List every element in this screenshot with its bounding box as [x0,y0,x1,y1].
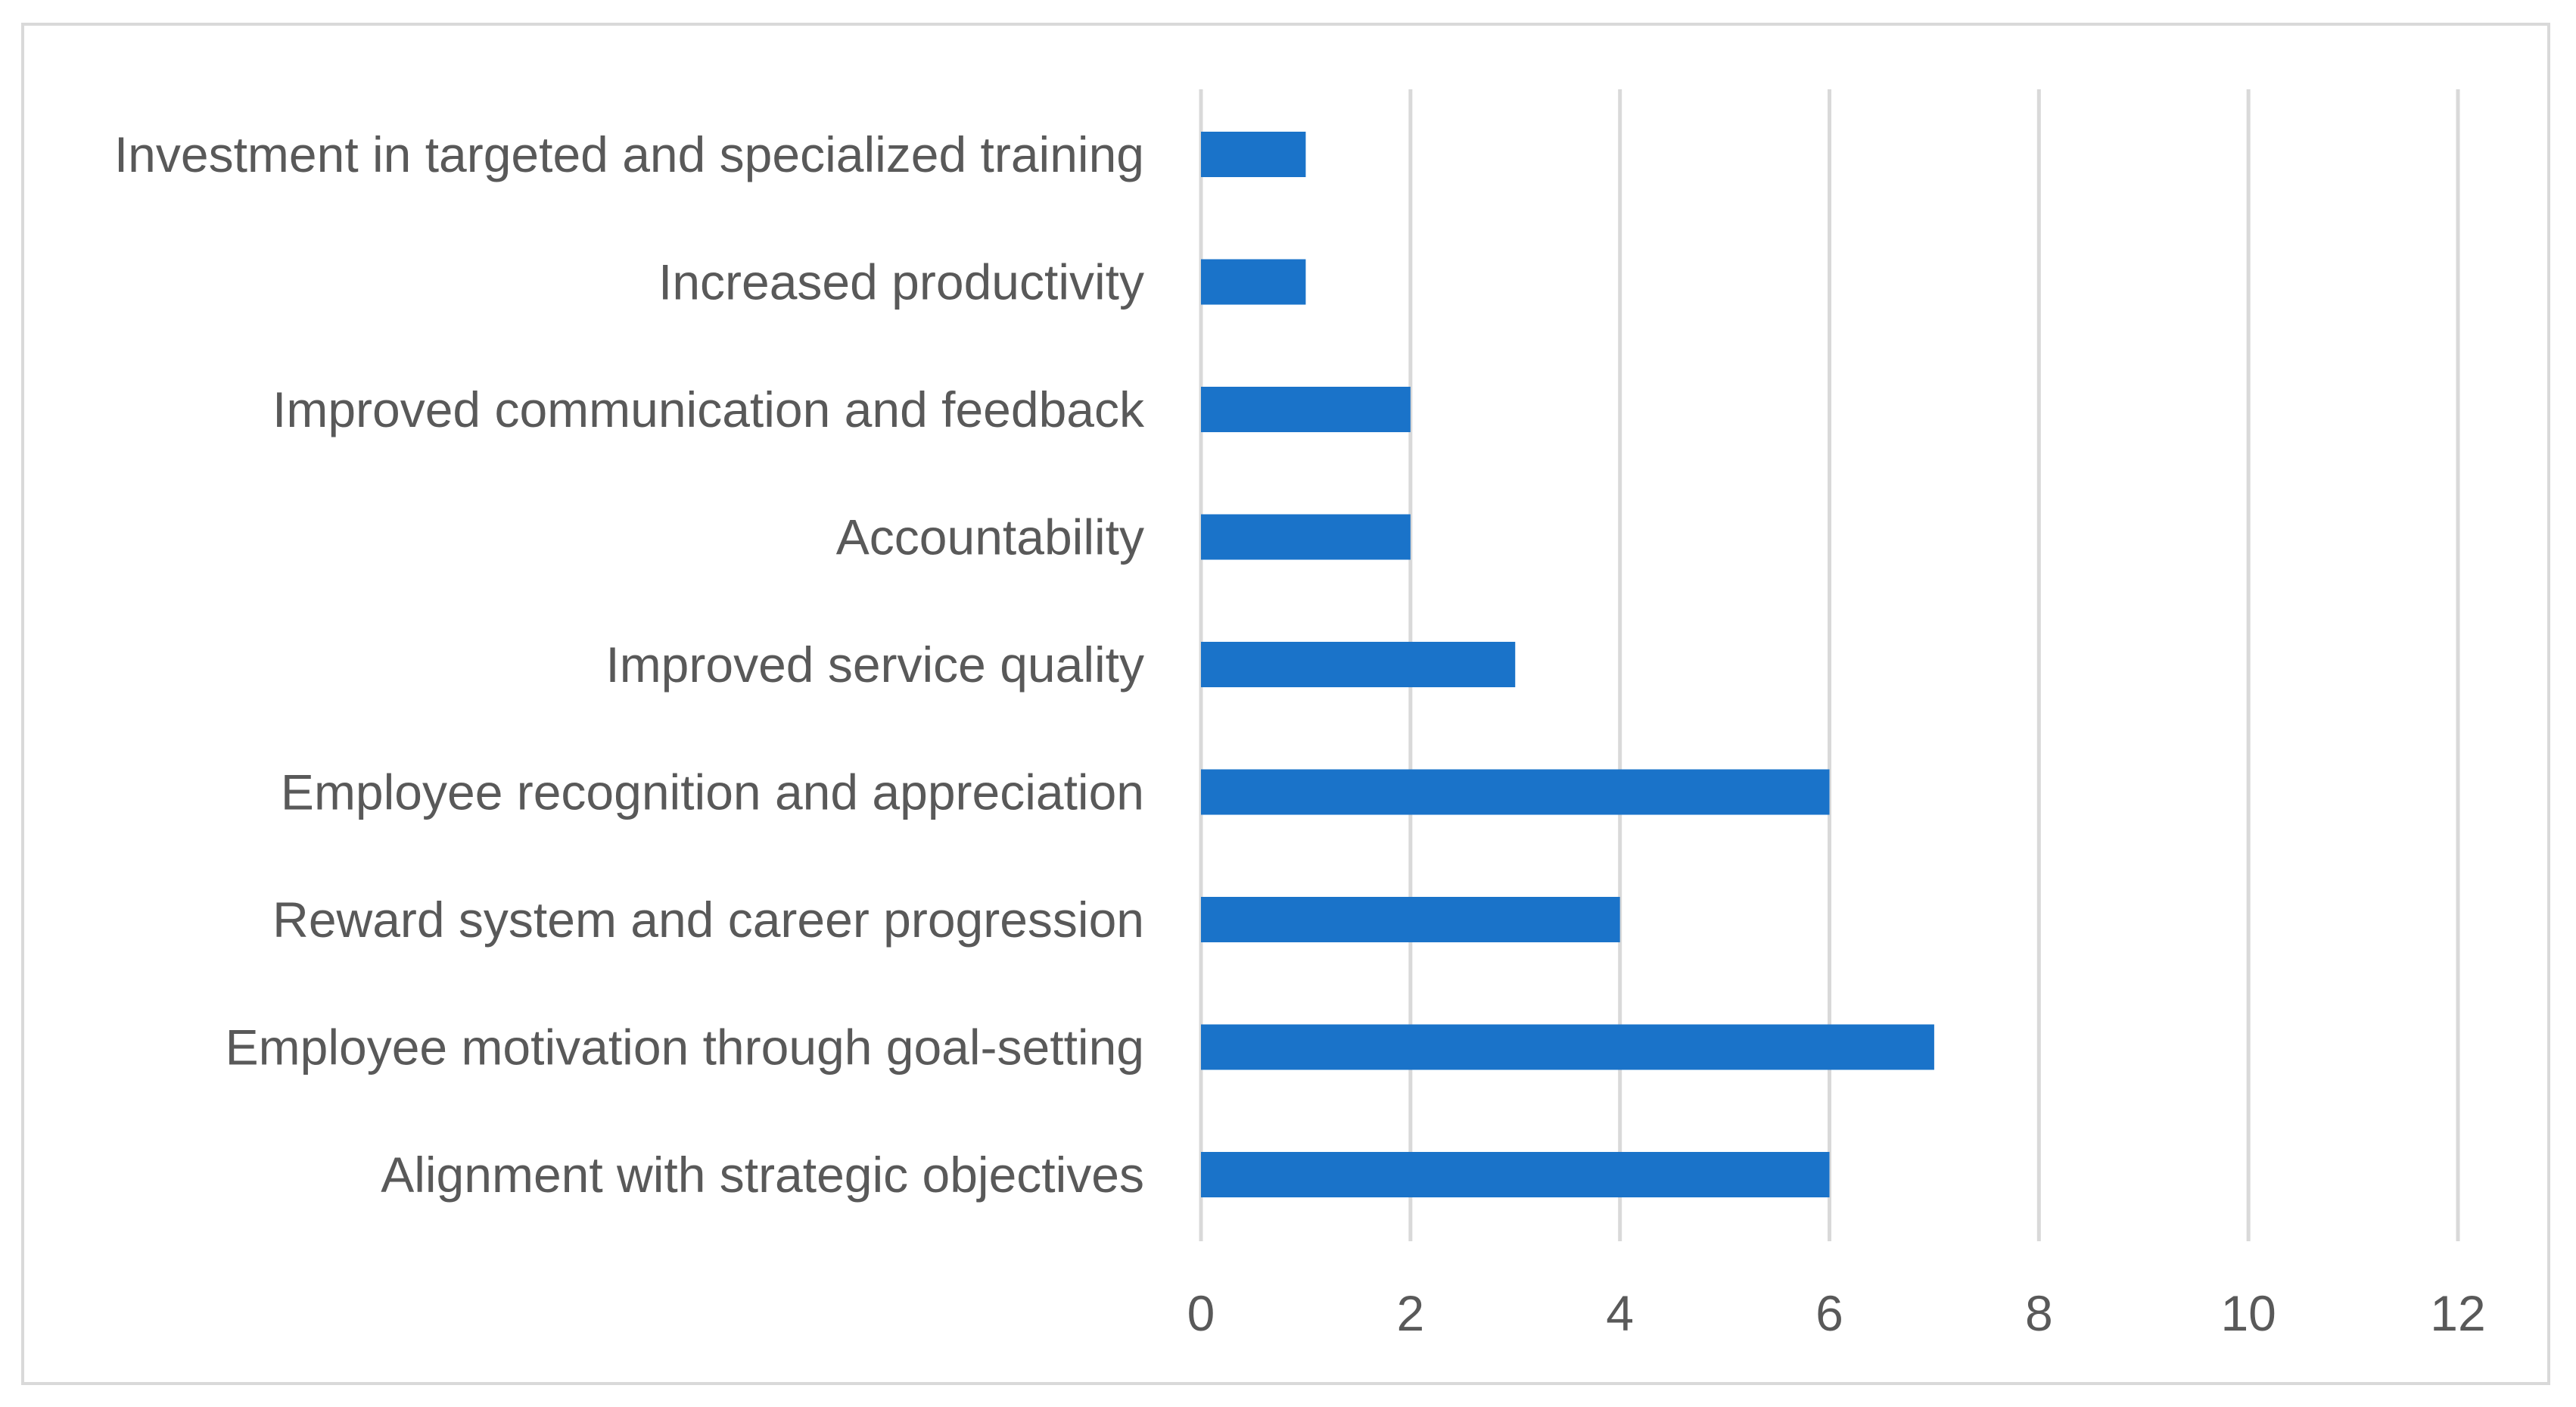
x-tick-label: 12 [2430,1285,2485,1341]
x-tick-label: 4 [1606,1285,1634,1341]
bar [1201,132,1306,177]
bar [1201,259,1306,305]
category-label: Investment in targeted and specialized t… [114,126,1144,182]
bars [1201,132,1934,1197]
category-label: Alignment with strategic objectives [381,1147,1144,1203]
category-label: Increased productivity [658,254,1144,310]
category-label: Improved service quality [605,637,1144,693]
bar [1201,1152,1830,1197]
bar [1201,642,1516,687]
x-tick-label: 0 [1187,1285,1215,1341]
bar [1201,769,1830,815]
category-label: Accountability [836,509,1144,565]
x-tick-label: 10 [2220,1285,2276,1341]
x-tick-label: 8 [2025,1285,2053,1341]
category-label: Employee recognition and appreciation [281,764,1144,820]
bar [1201,387,1411,432]
category-label: Reward system and career progression [272,892,1144,948]
x-tick-label: 6 [1815,1285,1843,1341]
category-label: Improved communication and feedback [272,381,1145,437]
bar [1201,897,1620,942]
category-labels: Investment in targeted and specialized t… [114,126,1145,1203]
bar [1201,1024,1934,1070]
bar [1201,514,1411,560]
category-label: Employee motivation through goal-setting [226,1019,1144,1075]
x-tick-label: 2 [1396,1285,1424,1341]
x-tick-labels: 0 2 4 6 8 10 12 [1187,1285,2486,1341]
